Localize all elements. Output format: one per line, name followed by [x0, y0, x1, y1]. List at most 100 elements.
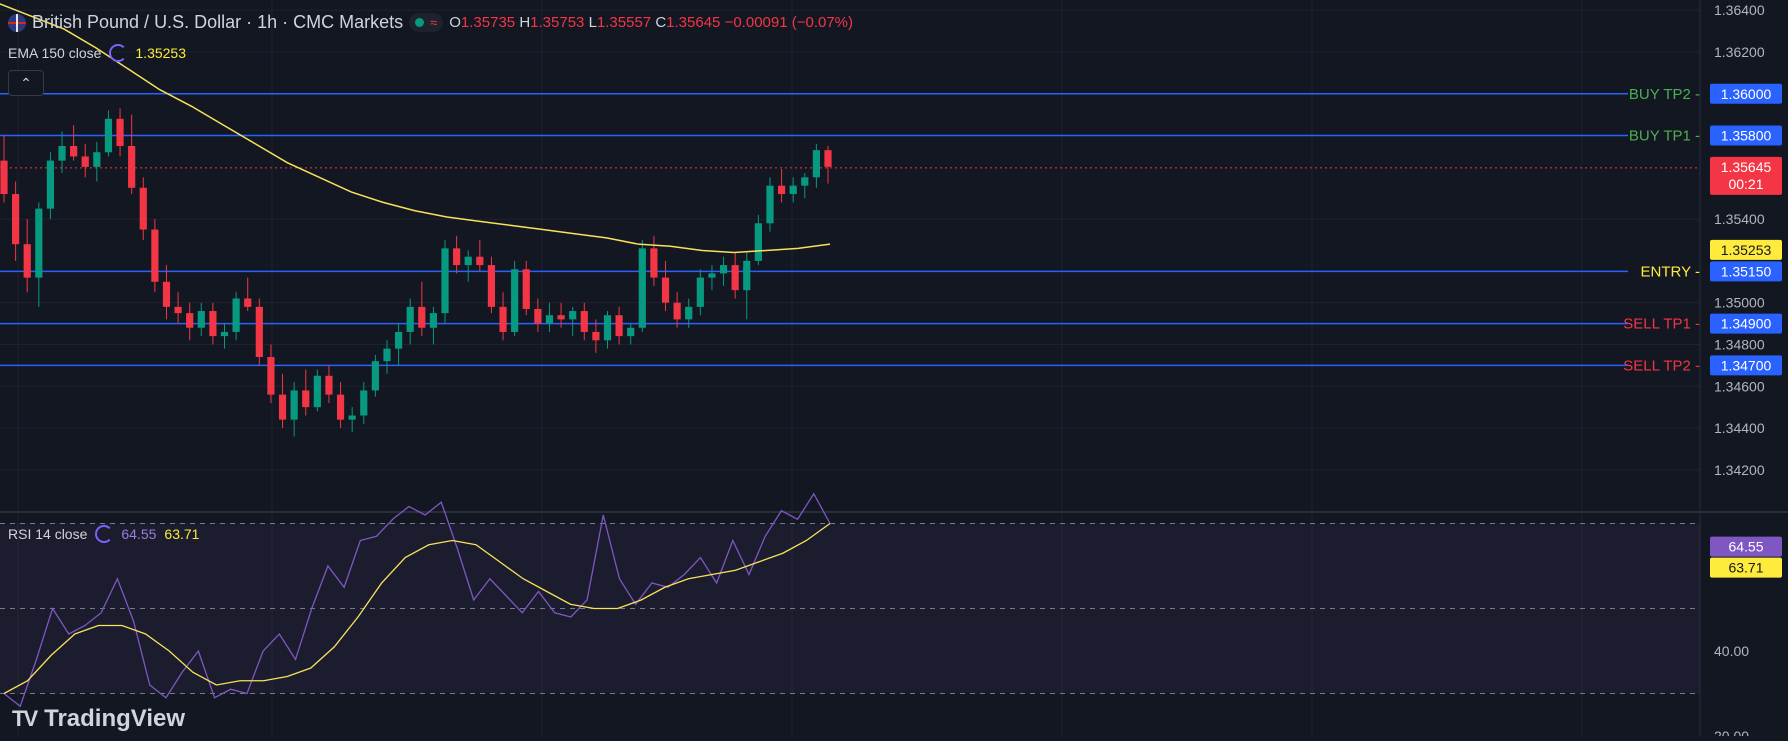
candle-body: [580, 311, 588, 332]
close-value: 1.35645: [666, 14, 721, 31]
rsi-ma-badge-text: 63.71: [1728, 560, 1763, 576]
collapse-legend-button[interactable]: ⌃: [8, 70, 44, 96]
candle-body: [731, 265, 739, 291]
price-tick-label: 1.34600: [1714, 378, 1765, 394]
price-axis: 1.36400 1.36200 1.35400 1.35000 1.34800 1.346…: [1714, 2, 1765, 478]
candle-body: [0, 160, 8, 195]
chevron-up-icon: ⌃: [20, 74, 32, 91]
candle-body: [708, 273, 716, 278]
level-label: BUY TP1 -: [1629, 128, 1700, 145]
rsi-ma-series-line: [3, 522, 831, 695]
candle-body: [592, 331, 600, 341]
candle-body: [743, 260, 751, 291]
candle-body: [302, 390, 310, 408]
candle-body: [673, 302, 681, 320]
candle-body: [93, 152, 101, 167]
candle-body: [336, 394, 345, 420]
price-tick-label: 1.36400: [1714, 2, 1765, 18]
change-value: −0.00091 (−0.07%): [724, 14, 854, 31]
level-price-badge-text: 1.34900: [1721, 316, 1772, 332]
candle-body: [638, 248, 646, 328]
level-price-badge: [1710, 261, 1782, 282]
level-price-badge-text: 1.35800: [1721, 128, 1772, 144]
candle-body: [186, 313, 194, 328]
candle-body: [81, 156, 89, 167]
countdown-text: 00:21: [1728, 176, 1763, 192]
rsi-ma-value: 63.71: [164, 526, 200, 542]
candle-body: [464, 256, 472, 266]
price-tick-label: 1.34800: [1714, 336, 1765, 352]
level-price-badge-text: 1.36000: [1721, 86, 1772, 102]
candle-body: [534, 308, 542, 324]
candle-body: [209, 311, 217, 337]
candle-body: [151, 229, 159, 282]
candle-body: [360, 390, 368, 416]
candle-body: [174, 306, 182, 314]
price-tick-label: 1.34400: [1714, 420, 1765, 436]
candle-body: [499, 306, 507, 332]
open-label: O: [449, 14, 461, 31]
tradingview-logo-icon: TV: [12, 706, 38, 731]
candle-body: [313, 375, 321, 408]
candle-body: [58, 145, 66, 161]
candle-body: [394, 331, 403, 349]
rsi-label: RSI 14 close: [8, 526, 88, 542]
candle-body: [615, 315, 623, 337]
candle-body: [70, 145, 78, 157]
candle-body: [348, 415, 356, 420]
market-status[interactable]: ≈: [409, 13, 444, 32]
candle-body: [35, 208, 43, 278]
current-price-badge: [1710, 156, 1782, 195]
candle-body: [545, 315, 554, 324]
candle-body: [453, 248, 461, 266]
refresh-icon[interactable]: [109, 44, 128, 62]
low-label: L: [588, 14, 597, 31]
candle-body: [325, 375, 333, 395]
candle-body: [569, 311, 577, 320]
candle-body: [278, 394, 287, 420]
market-open-icon: [415, 18, 425, 27]
ema-label: EMA 150 close: [8, 45, 102, 61]
ema-price-badge-text: 1.35253: [1721, 242, 1772, 258]
refresh-icon[interactable]: [95, 525, 114, 543]
close-label: C: [655, 14, 667, 31]
candle-body: [197, 311, 205, 328]
symbol-title[interactable]: British Pound / U.S. Dollar · 1h · CMC M…: [32, 12, 404, 32]
candle-body: [603, 315, 612, 341]
candle-body: [267, 357, 275, 395]
level-label: ENTRY -: [1641, 263, 1700, 280]
candle-body: [661, 277, 670, 303]
high-label: H: [519, 14, 531, 31]
level-price-badge: [1710, 83, 1782, 104]
candle-body: [116, 118, 124, 146]
candle-body: [754, 223, 762, 261]
level-lines: BUY TP2 - BUY TP1 - ENTRY - SELL TP1 - SELL …: [0, 86, 1700, 374]
candles: [0, 108, 832, 437]
rsi-value: 64.55: [121, 526, 157, 542]
ema-legend[interactable]: EMA 150 close 1.35253: [8, 44, 186, 62]
price-tick-label: 1.35000: [1714, 295, 1765, 311]
rsi-legend[interactable]: RSI 14 close 64.55 63.71: [8, 525, 199, 543]
tradingview-watermark[interactable]: TV TradingView: [12, 705, 185, 733]
level-label: SELL TP2 -: [1623, 357, 1700, 374]
ema-price-badge: [1710, 239, 1782, 260]
rsi-series-line: [3, 492, 831, 708]
candle-body: [777, 185, 786, 195]
candle-body: [418, 306, 426, 328]
candle-body: [812, 150, 820, 178]
candle-body: [650, 248, 658, 278]
wave-icon: ≈: [430, 15, 438, 30]
candle-body: [766, 185, 774, 224]
rsi-value-badge: [1710, 536, 1782, 557]
candle-body: [719, 265, 728, 274]
rsi-tick-label: 20.00: [1714, 728, 1749, 736]
candle-body: [220, 331, 229, 337]
price-tick-label: 1.36200: [1714, 44, 1765, 60]
level-label: BUY TP2 -: [1629, 86, 1700, 103]
candle-body: [696, 277, 704, 307]
candle-body: [406, 306, 414, 332]
current-price-text: 1.35645: [1721, 159, 1772, 175]
open-value: 1.35735: [460, 14, 516, 31]
